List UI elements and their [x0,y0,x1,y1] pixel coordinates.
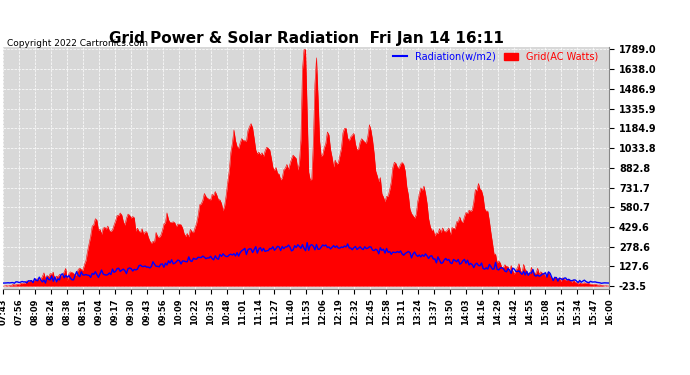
Title: Grid Power & Solar Radiation  Fri Jan 14 16:11: Grid Power & Solar Radiation Fri Jan 14 … [109,31,504,46]
Legend: Radiation(w/m2), Grid(AC Watts): Radiation(w/m2), Grid(AC Watts) [393,52,598,62]
Text: Copyright 2022 Cartronics.com: Copyright 2022 Cartronics.com [7,39,148,48]
